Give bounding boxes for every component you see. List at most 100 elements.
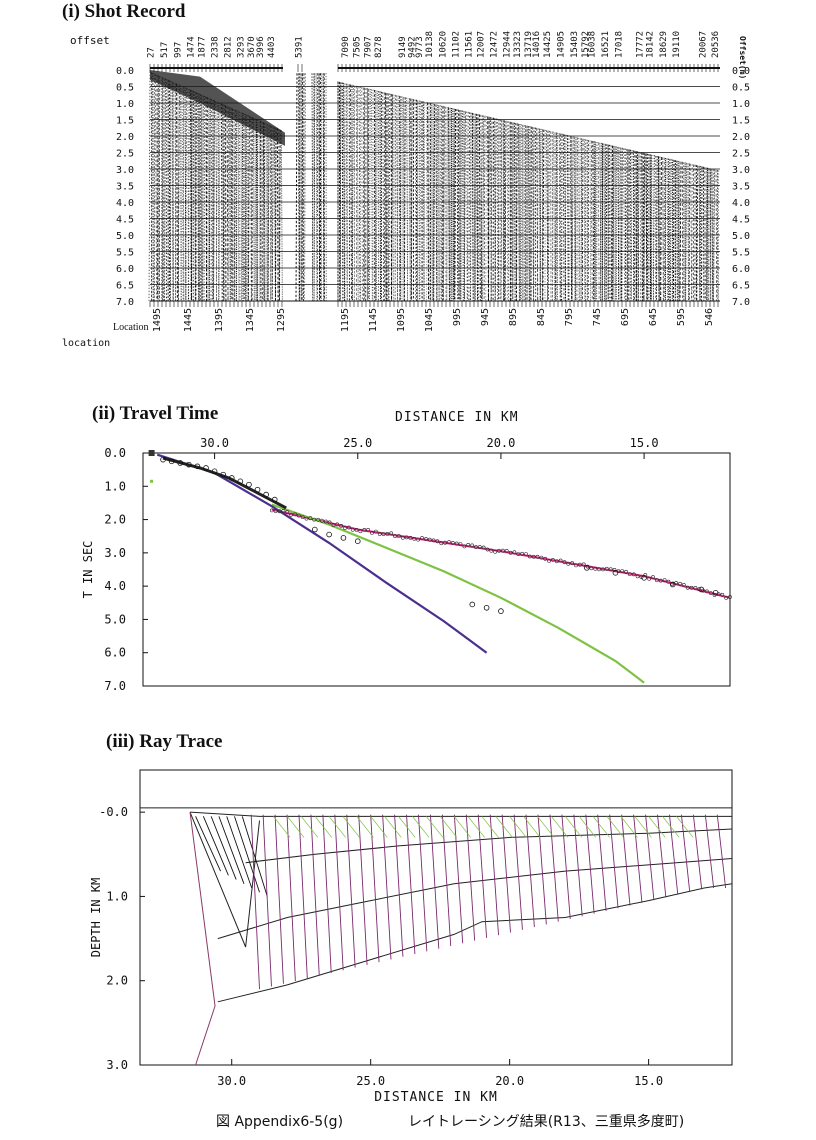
shot-offset-label: 14905	[556, 31, 566, 58]
ray-trace-ray	[465, 814, 476, 941]
travel-time-observed-dot	[335, 522, 340, 527]
travel-time-x-tick-label: 30.0	[200, 436, 229, 450]
shot-location-label: 1145	[368, 308, 379, 332]
travel-time-observed-dot	[585, 564, 590, 569]
shot-offset-label: 3293	[237, 36, 247, 58]
shot-record-panel: 0.0 0.0 0.5 0.5 1.0 1.0 1.5 1.5 2.0 2.0 2.5 2.5 3.0 3…	[116, 31, 750, 332]
ray-trace-green-ray	[634, 816, 652, 838]
ray-trace-green-ray	[398, 816, 416, 838]
shot-time-tick-left: 7.0	[116, 297, 134, 308]
shot-offset-label: 517	[160, 42, 170, 58]
travel-time-observed-dot	[728, 595, 732, 599]
travel-time-observed-point	[483, 604, 490, 611]
travel-time-observed-dot	[520, 551, 525, 556]
shot-offset-label: 9149	[398, 36, 408, 58]
ray-trace-green-ray	[648, 816, 666, 838]
shot-offset-label: 19110	[672, 31, 682, 58]
travel-time-observed-dot	[350, 527, 355, 532]
shot-time-tick-right: 0.5	[732, 83, 750, 94]
ray-trace-green-ray	[370, 816, 388, 838]
shot-time-tick-left: 4.0	[116, 198, 134, 209]
ray-trace-ray	[274, 814, 284, 984]
ray-trace-ray	[250, 814, 260, 990]
shot-offset-label: 7505	[353, 36, 363, 58]
travel-time-observed-dot	[624, 569, 629, 574]
offset-label: offset	[70, 34, 110, 47]
shot-time-tick-right: 1.5	[732, 116, 750, 127]
ray-trace-green-ray	[439, 816, 458, 838]
travel-time-observed-point	[312, 526, 318, 533]
ray-trace-interface	[245, 828, 733, 864]
ray-trace-hatch	[195, 816, 222, 872]
travel-time-observed-dot	[500, 548, 505, 553]
travel-time-observed-dot	[581, 562, 586, 567]
travel-time-observed-point	[340, 535, 347, 541]
shot-location-label: 695	[620, 308, 631, 326]
shot-offset-label: 10620	[438, 31, 448, 58]
travel-time-observed-dot	[277, 509, 282, 514]
travel-time-observed-dot	[562, 560, 567, 565]
ray-trace-ray	[704, 814, 715, 889]
travel-time-observed-point	[326, 531, 332, 538]
shot-offset-label: 12944	[502, 31, 512, 58]
travel-time-observed-dot	[670, 582, 675, 587]
ray-trace-ray	[453, 814, 464, 944]
travel-time-observed-dot	[466, 543, 471, 547]
ray-trace-ray	[573, 814, 583, 917]
shot-trace-segment	[295, 73, 306, 302]
travel-time-x-tick-label: 15.0	[630, 436, 659, 450]
travel-time-y-tick-label: 0.0	[104, 446, 126, 460]
ray-trace-ray	[609, 814, 619, 909]
travel-time-observed-point	[168, 458, 175, 465]
travel-time-observed-dot	[674, 581, 679, 585]
travel-time-observed-point	[203, 465, 209, 471]
ray-trace-ray	[286, 814, 296, 982]
shot-time-tick-left: 1.5	[116, 116, 134, 127]
shot-offset-label: 20067	[699, 31, 709, 58]
travel-time-y-tick-label: 4.0	[104, 579, 126, 593]
shot-time-tick-right: 3.5	[732, 182, 750, 193]
travel-time-observed-dot	[504, 548, 509, 553]
ray-trace-ray	[382, 814, 392, 960]
travel-time-observed-point	[263, 491, 269, 498]
travel-time-observed-dot	[570, 561, 575, 566]
travel-time-observed-dot	[339, 524, 344, 528]
travel-time-observed-dot	[678, 581, 682, 586]
ray-trace-x-tick-label: 30.0	[217, 1074, 246, 1088]
shot-trace-segment	[311, 73, 327, 302]
shot-time-tick-left: 0.5	[116, 83, 134, 94]
travel-time-observed-dot	[312, 517, 317, 522]
travel-time-observed-dot	[408, 536, 413, 540]
travel-time-x-tick-label: 25.0	[343, 436, 372, 450]
ray-trace-ray	[680, 814, 691, 893]
travel-time-observed-point	[220, 471, 226, 478]
travel-time-observed-dot	[289, 512, 294, 517]
shot-time-tick-left: 3.5	[116, 182, 134, 193]
ray-trace-hatch	[241, 816, 268, 897]
travel-time-observed-dot	[427, 537, 432, 542]
ray-trace-ray	[621, 814, 631, 906]
travel-time-observed-dot	[293, 512, 297, 517]
location-label-lower: location	[62, 338, 111, 349]
ray-trace-x-tick-label: 15.0	[634, 1074, 663, 1088]
ray-trace-frame	[139, 769, 733, 1066]
travel-time-frame	[142, 452, 731, 687]
shot-offset-label: 16521	[601, 31, 611, 58]
ray-trace-ray	[597, 814, 607, 911]
ray-trace-hatch	[210, 816, 237, 880]
ray-trace-ray	[441, 814, 452, 947]
ray-trace-green-ray	[606, 816, 624, 838]
ray-trace-ray	[489, 814, 499, 936]
shot-offset-label: 997	[173, 42, 183, 58]
shot-offset-label: 9773	[415, 36, 425, 58]
shot-offset-label: 3996	[256, 36, 266, 58]
travel-time-observed-dot	[651, 575, 655, 580]
shot-location-label: 1495	[152, 308, 163, 332]
travel-time-y-tick-label: 1.0	[104, 479, 126, 493]
ray-trace-ray	[692, 814, 703, 890]
travel-time-observed-dot	[489, 548, 494, 553]
shot-offset-label: 7907	[364, 36, 374, 58]
travel-time-observed-dot	[481, 545, 486, 550]
travel-time-observed-dot	[666, 579, 671, 584]
travel-time-observed-dot	[377, 532, 382, 536]
